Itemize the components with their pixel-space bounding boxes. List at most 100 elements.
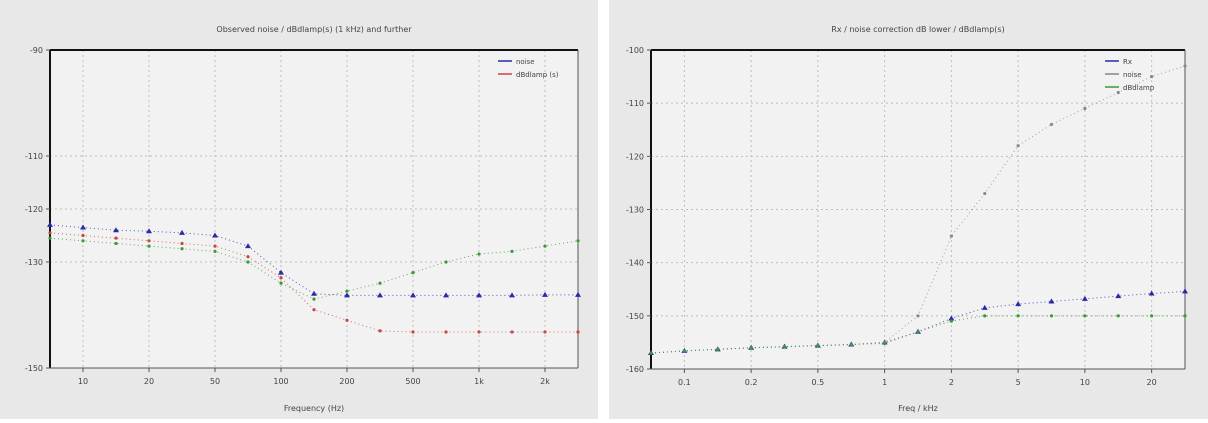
y-tick-label: -160 [626,365,644,374]
data-point [411,271,415,275]
y-tick-label: -90 [30,46,43,55]
data-point [716,347,720,351]
data-point [1150,74,1154,79]
data-point [1150,314,1154,318]
series-line-1 [49,232,578,333]
data-point [48,236,52,240]
data-point [80,224,86,230]
data-point [377,292,383,298]
data-point [543,244,547,248]
chart-panel-right: 0.1 0.2 0.5 1 2 5 10 20 -160 -150 -140 -130 -120 -110… [609,0,1208,419]
y-tick-label: -130 [25,258,43,267]
plot-area [50,50,578,368]
data-point [311,290,317,296]
legend-label: noise [516,58,535,66]
data-point [1148,290,1155,296]
data-point [344,292,350,298]
x-tick-label: 0.5 [812,378,825,387]
x-tick-label: 50 [210,377,220,386]
legend-label: dBdlamp [1123,84,1155,92]
data-point [81,239,85,243]
data-point [576,239,580,243]
data-point [411,330,415,334]
data-point [849,342,853,347]
x-tick-label: 2k [540,377,550,386]
data-point [114,236,118,240]
data-point [542,291,548,297]
legend-label: noise [1123,71,1142,79]
data-point [147,239,151,243]
series-line-0 [49,224,578,296]
data-point [279,276,283,280]
data-point [949,319,953,323]
y-tick-label: -140 [626,259,644,268]
x-axis-label: Frequency (Hz) [284,404,344,413]
data-point [312,308,316,312]
data-point [883,341,887,346]
data-point [212,232,218,238]
x-tick-label: 20 [144,377,154,386]
data-point [477,252,481,256]
data-point [81,233,85,238]
x-tick-label: 10 [78,377,88,386]
data-point [213,249,217,253]
data-point [47,221,53,227]
data-point [1016,314,1020,318]
data-point [345,289,349,293]
data-point [1083,106,1087,111]
data-point [1049,314,1054,318]
chart-title: Observed noise / dBdlamp(s) (1 kHz) and … [216,25,412,34]
data-point [147,244,151,248]
data-point [278,269,284,275]
data-point [444,260,448,264]
data-point [477,330,481,334]
x-tick-label: 0.1 [678,378,691,387]
data-point [345,318,349,322]
data-point [378,329,382,333]
data-point [510,330,514,334]
data-point [782,345,787,349]
data-point [180,241,184,246]
data-point [510,249,514,253]
y-tick-label: -120 [626,152,644,161]
data-point [378,281,382,285]
data-point [1081,295,1088,301]
data-point [749,346,753,350]
x-tick-label: 5 [1016,378,1021,387]
data-point [444,330,448,334]
data-point [245,243,251,249]
data-point [48,231,52,235]
chart-left: 10 20 50 100 200 500 1k 2k -150 -130 -120 -110 -90 Ob… [25,25,581,413]
data-point [113,227,119,233]
legend-label: Rx [1123,58,1132,66]
data-point [179,229,185,235]
data-point [1116,90,1120,95]
data-point [948,315,955,321]
data-point [410,292,416,298]
data-point [1116,314,1120,318]
data-point [246,255,250,259]
x-tick-label: 2 [949,378,954,387]
x-tick-label: 10 [1080,378,1090,387]
y-tick-label: -120 [25,205,43,214]
x-tick-label: 100 [273,377,288,386]
data-point [983,191,987,196]
y-tick-label: -130 [626,206,644,215]
x-tick-label: 1k [474,377,484,386]
data-point [180,247,184,251]
data-point [649,351,653,355]
data-point [246,260,250,264]
data-point [543,330,547,334]
data-point [1015,301,1022,307]
data-point [279,281,283,285]
data-point [916,314,920,318]
data-point [213,244,217,248]
data-point [983,314,987,318]
y-tick-label: -150 [626,312,644,321]
x-tick-label: 200 [339,377,354,386]
data-point [1048,298,1055,304]
data-point [1049,122,1054,127]
data-point [1183,64,1187,68]
data-point [312,297,316,301]
